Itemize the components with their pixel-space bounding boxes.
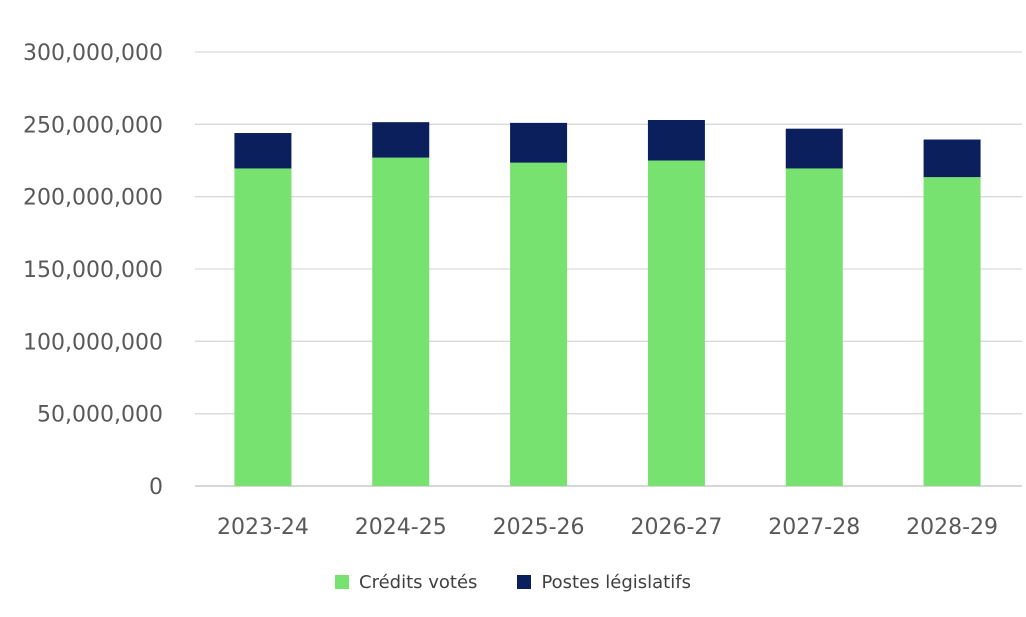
- x-tick-label: 2026-27: [630, 515, 722, 540]
- bar-credits-votes: [372, 157, 430, 486]
- x-tick-label: 2028-29: [906, 515, 998, 540]
- y-tick-label: 0: [149, 475, 163, 500]
- x-tick-label: 2023-24: [217, 515, 309, 540]
- bar-postes-legislatifs: [785, 128, 843, 169]
- legend-swatch-postes-legislatifs: [517, 575, 532, 589]
- gridlines: [195, 51, 1022, 487]
- y-tick-label: 50,000,000: [37, 403, 163, 428]
- x-axis-tick-labels: 2023-24 2024-25 2025-26 2026-27 2027-28 2028-…: [217, 515, 998, 540]
- bar-credits-votes: [647, 160, 705, 486]
- bar-postes-legislatifs: [510, 122, 568, 163]
- bar-postes-legislatifs: [234, 133, 292, 169]
- bar-postes-legislatifs: [923, 139, 981, 178]
- legend-item-postes-legislatifs: Postes législatifs: [517, 572, 691, 593]
- bar-credits-votes: [785, 168, 843, 486]
- x-tick-label: 2027-28: [768, 515, 860, 540]
- bar-credits-votes: [234, 168, 292, 486]
- y-tick-label: 250,000,000: [23, 113, 163, 138]
- bar-credits-votes: [510, 162, 568, 487]
- legend-swatch-credits-votes: [335, 575, 350, 589]
- legend-item-credits-votes: Crédits votés: [335, 572, 477, 593]
- x-tick-label: 2024-25: [355, 515, 447, 540]
- y-tick-label: 300,000,000: [23, 41, 163, 66]
- legend-label-postes-legislatifs: Postes législatifs: [541, 571, 691, 593]
- bars: [234, 119, 981, 487]
- stacked-bar-chart: 0 50,000,000 100,000,000 150,000,000 200,000…: [23, 41, 1022, 540]
- y-tick-label: 200,000,000: [23, 186, 163, 211]
- bar-credits-votes: [923, 177, 981, 487]
- x-tick-label: 2025-26: [493, 515, 585, 540]
- y-tick-label: 150,000,000: [23, 258, 163, 283]
- y-axis-tick-labels: 0 50,000,000 100,000,000 150,000,000 200,000…: [23, 41, 163, 500]
- bar-postes-legislatifs: [372, 122, 430, 158]
- bar-postes-legislatifs: [647, 119, 705, 161]
- legend-label-credits-votes: Crédits votés: [359, 571, 478, 593]
- legend: Crédits votés Postes législatifs: [0, 567, 1026, 597]
- y-tick-label: 100,000,000: [23, 330, 163, 355]
